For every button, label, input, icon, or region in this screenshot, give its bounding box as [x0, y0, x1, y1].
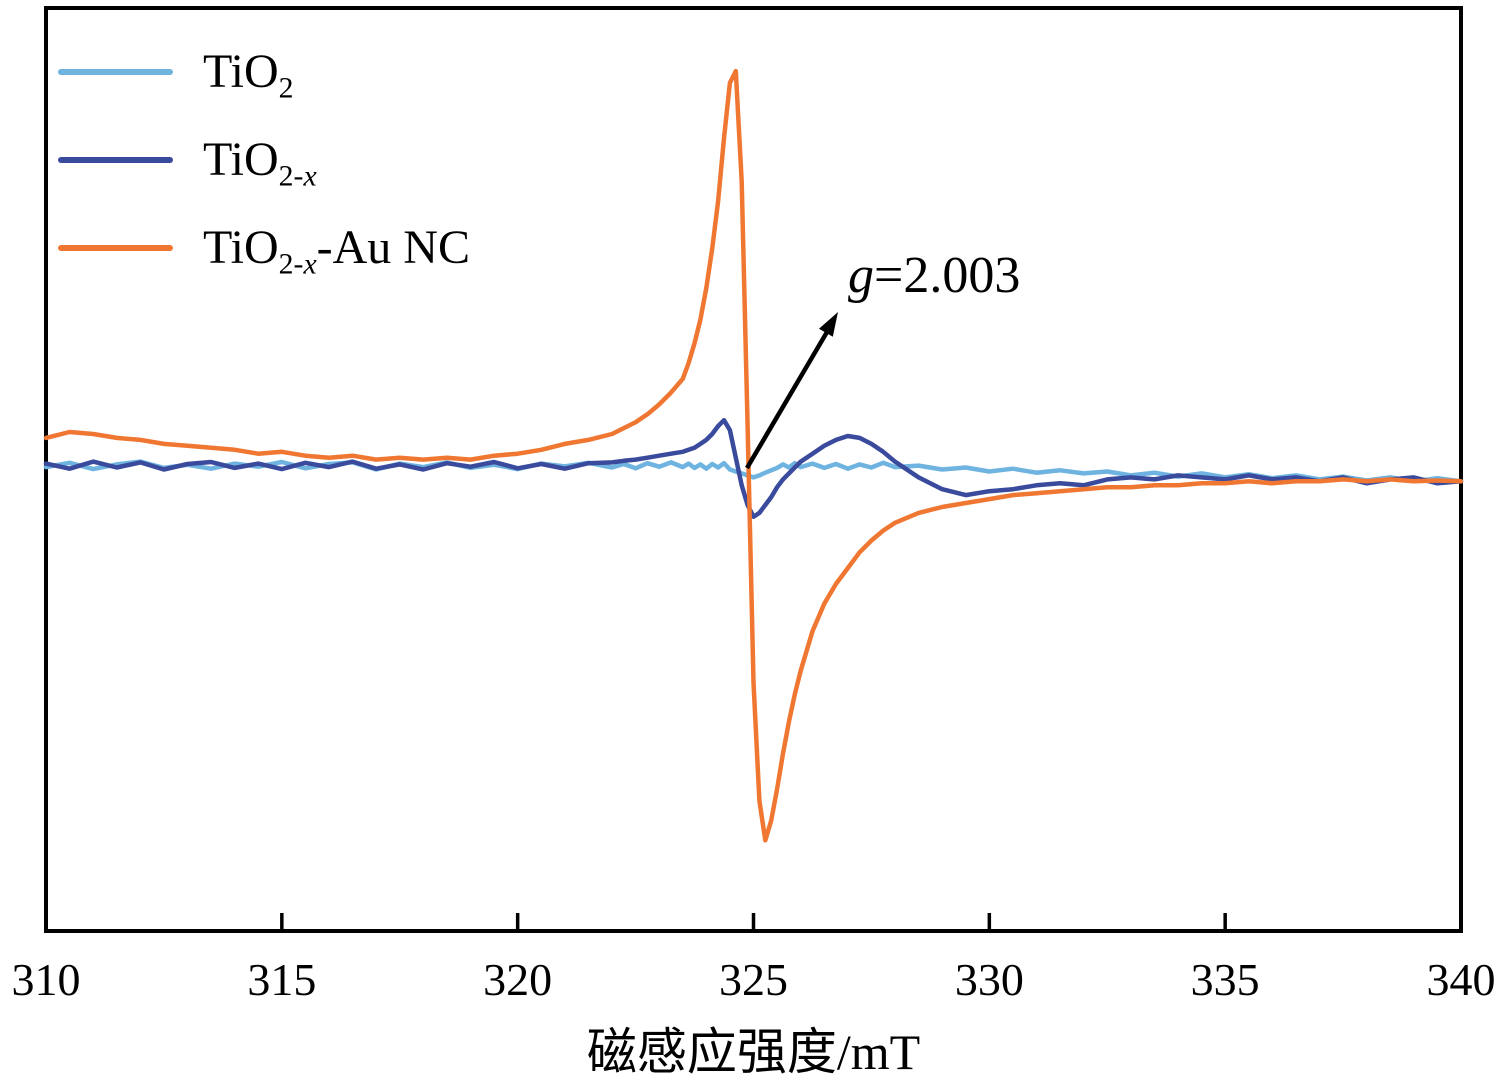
- x-axis-tick-labels: 310 315 320 325 330 335 340: [12, 954, 1496, 1005]
- x-tick-label-315: 315: [247, 954, 316, 1005]
- x-tick-label-335: 335: [1191, 954, 1260, 1005]
- annotation-arrowhead-icon: [819, 312, 838, 337]
- g-factor-annotation: g=2.003: [848, 250, 1020, 302]
- g-factor-variable: g: [848, 247, 874, 304]
- legend-label-tio2: TiO2: [203, 45, 294, 105]
- x-axis-title: 磁感应强度/mT: [586, 1024, 921, 1080]
- x-tick-label-340: 340: [1427, 954, 1496, 1005]
- legend-item-tio2-x: TiO2-x: [58, 124, 470, 196]
- legend-label-tio2-x-au-nc: TiO2-x-Au NC: [203, 221, 470, 281]
- legend-item-tio2: TiO2: [58, 36, 470, 108]
- legend-item-tio2-x-au-nc: TiO2-x-Au NC: [58, 212, 470, 284]
- x-tick-label-320: 320: [483, 954, 552, 1005]
- legend-swatch-tio2: [58, 69, 173, 75]
- legend: TiO2 TiO2-x TiO2-x-Au NC: [58, 36, 470, 284]
- annotation-arrow-line: [745, 330, 829, 470]
- x-tick-label-310: 310: [12, 954, 81, 1005]
- plot-border: [44, 6, 1463, 933]
- legend-swatch-tio2-x: [58, 157, 173, 163]
- chart-series-lines: [43, 68, 1464, 843]
- x-tick-label-325: 325: [719, 954, 788, 1005]
- x-axis-ticks: [44, 913, 1463, 929]
- legend-label-tio2-x: TiO2-x: [203, 133, 317, 193]
- g-factor-value: =2.003: [874, 247, 1021, 304]
- x-tick-label-330: 330: [955, 954, 1024, 1005]
- series-line-tio2-x-au-nc: [43, 68, 1464, 843]
- legend-swatch-tio2-x-au-nc: [58, 245, 173, 251]
